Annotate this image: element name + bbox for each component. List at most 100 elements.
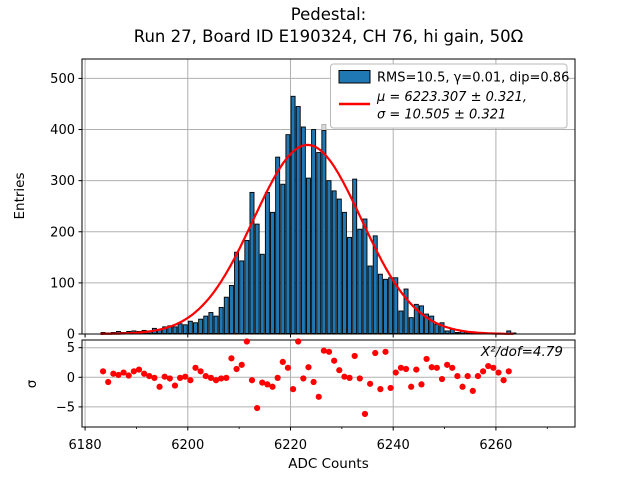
histogram-bar xyxy=(172,326,178,334)
histogram-bar xyxy=(187,320,193,334)
residual-dot xyxy=(438,375,446,383)
gaussian-fit-curve xyxy=(100,143,514,335)
residual-dot xyxy=(351,352,358,360)
residual-dot xyxy=(151,374,158,381)
residual-dot xyxy=(485,362,492,370)
histogram-bar xyxy=(193,322,198,334)
y-tick-label: 0 xyxy=(67,328,75,343)
histogram-bar xyxy=(218,306,224,334)
histogram-bar xyxy=(275,156,281,334)
residual-dot xyxy=(182,373,189,380)
residual-dot xyxy=(264,381,271,388)
residual-dot xyxy=(392,369,399,376)
histogram-bar xyxy=(228,284,234,334)
y-tick-label: 100 xyxy=(50,276,75,291)
residual-dot xyxy=(197,368,204,375)
residual-dot xyxy=(459,383,466,390)
residual-dot xyxy=(315,393,322,400)
axes-spines xyxy=(81,58,576,428)
residual-dot xyxy=(202,373,209,380)
y-axis-label: Entries xyxy=(12,172,28,219)
res-y-tick-label: 0 xyxy=(67,371,75,386)
histogram-bar xyxy=(264,191,270,334)
x-tick-label: 6200 xyxy=(171,438,204,453)
residual-dot xyxy=(233,365,240,373)
residual-dot xyxy=(218,375,225,382)
residual-dot xyxy=(433,364,440,371)
x-axis-label: ADC Counts xyxy=(288,456,368,472)
histogram-bar xyxy=(177,323,183,334)
residual-dot xyxy=(295,338,302,345)
residual-dot xyxy=(495,369,502,376)
residual-dot xyxy=(176,374,184,381)
residual-dot xyxy=(361,410,369,418)
residual-dot xyxy=(320,347,327,354)
residual-dot xyxy=(490,364,497,371)
residual-dot xyxy=(387,384,394,392)
residual-dot xyxy=(192,364,199,371)
histogram-bar xyxy=(280,183,286,334)
residual-dot xyxy=(418,381,425,388)
residual-dot xyxy=(341,373,348,380)
residual-dot xyxy=(279,358,286,365)
residual-dot xyxy=(474,373,482,380)
legend-box xyxy=(330,63,568,129)
legend-entry-fit-sigma: σ = 10.505 ± 0.321 xyxy=(377,108,506,123)
residual-dot xyxy=(397,364,405,371)
residual-dot xyxy=(305,364,312,371)
histogram-bar xyxy=(249,191,255,334)
legend-entry-fit-mu: μ = 6223.307 ± 0.321, xyxy=(376,90,527,105)
residual-dot xyxy=(377,386,384,393)
residual-dot xyxy=(310,378,317,386)
residual-dot xyxy=(382,348,389,355)
residual-dot xyxy=(408,383,415,390)
residual-dot xyxy=(464,373,471,380)
residual-dot xyxy=(469,387,476,394)
x-tick-label: 6220 xyxy=(274,438,307,453)
histogram-bars xyxy=(100,95,517,334)
histogram-bar xyxy=(454,332,460,334)
residual-dot xyxy=(115,371,122,379)
residual-dot xyxy=(274,374,281,381)
residual-dot xyxy=(120,369,127,376)
histogram-bar xyxy=(398,310,404,334)
histogram-bar xyxy=(285,134,291,334)
residual-dot xyxy=(259,379,266,386)
residual-dot xyxy=(500,377,507,384)
chart-title: Pedestal: xyxy=(291,5,366,24)
residual-dot xyxy=(228,355,235,362)
histogram-bar xyxy=(418,305,424,334)
histogram-bar xyxy=(234,251,240,334)
residual-dot xyxy=(171,382,179,389)
histogram-bar xyxy=(270,211,275,334)
residual-dot xyxy=(454,373,461,380)
legend-entry-histogram: RMS=10.5, γ=0.01, dip=0.86 xyxy=(377,71,569,86)
x-tick-label: 6240 xyxy=(377,438,410,453)
residual-dot xyxy=(212,377,220,384)
histogram-bar xyxy=(295,106,301,334)
residual-dot xyxy=(289,386,297,393)
x-tick-label: 6180 xyxy=(69,438,102,453)
histogram-bar xyxy=(326,180,332,334)
histogram-bar xyxy=(208,312,214,334)
x-tick-label: 6260 xyxy=(479,438,512,453)
residual-dot xyxy=(331,357,338,364)
axes-frame xyxy=(81,339,576,428)
residual-dot xyxy=(99,368,107,375)
residual-dot xyxy=(125,372,132,379)
histogram-bar xyxy=(444,330,450,334)
gridlines xyxy=(82,59,575,427)
residual-dot xyxy=(444,361,451,368)
residual-dot xyxy=(254,404,261,412)
res-y-tick-label: −5 xyxy=(56,400,75,415)
histogram-bar xyxy=(306,177,311,334)
residual-dot xyxy=(423,355,430,363)
axes-frame xyxy=(81,58,576,335)
residual-dot xyxy=(105,378,112,386)
residual-dot xyxy=(243,338,250,345)
residual-dot xyxy=(479,368,487,375)
histogram-bar xyxy=(331,190,337,334)
residual-dot xyxy=(325,348,333,355)
